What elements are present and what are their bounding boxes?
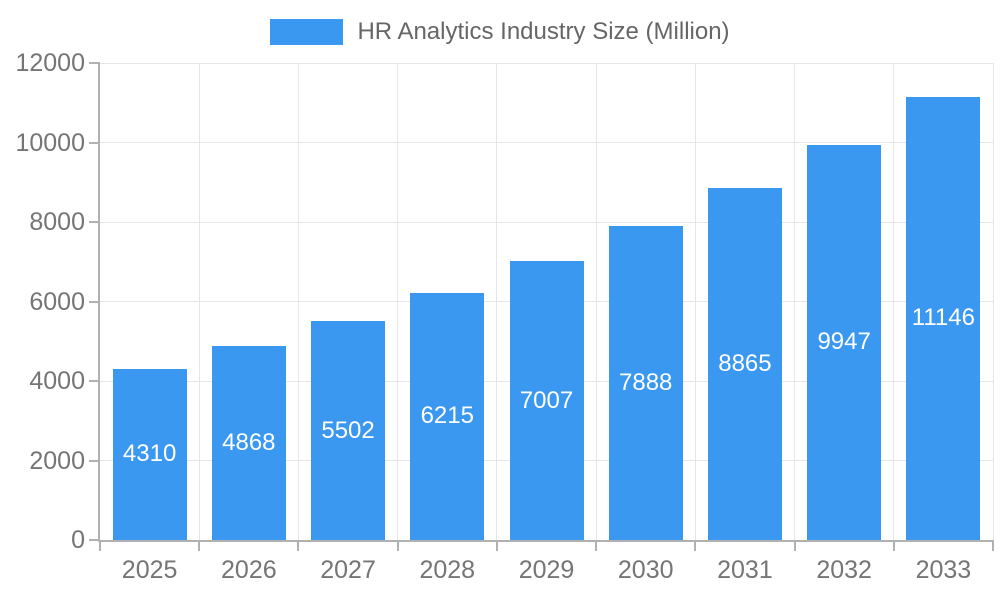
chart-legend: HR Analytics Industry Size (Million) xyxy=(0,18,1000,46)
y-tick-label: 12000 xyxy=(15,49,85,77)
y-tick-mark xyxy=(89,539,100,541)
bar: 4868 xyxy=(211,346,286,540)
bar-value-label: 11146 xyxy=(911,304,975,332)
y-tick-mark xyxy=(89,380,100,382)
x-grid-line xyxy=(992,63,994,540)
x-tick-label: 2025 xyxy=(121,556,178,584)
x-axis-line xyxy=(98,540,993,542)
bar: 5502 xyxy=(311,321,386,540)
x-grid-line xyxy=(198,63,200,540)
bar-value-label: 8865 xyxy=(718,349,772,377)
bar: 8865 xyxy=(707,187,782,540)
bar: 11146 xyxy=(906,96,981,540)
x-tick-label: 2026 xyxy=(221,556,277,584)
y-grid-line xyxy=(100,221,993,223)
bar: 7888 xyxy=(608,226,683,540)
x-tick-mark xyxy=(99,540,101,551)
y-tick-mark xyxy=(89,221,100,223)
x-grid-line xyxy=(496,63,498,540)
y-grid-line xyxy=(100,142,993,143)
x-grid-line xyxy=(297,63,299,540)
bar-value-label: 7888 xyxy=(619,369,673,397)
y-tick-mark xyxy=(89,300,100,303)
y-axis-line xyxy=(98,63,100,540)
x-grid-line xyxy=(694,63,696,540)
bar-value-label: 4310 xyxy=(122,440,177,468)
y-grid-line xyxy=(100,62,993,64)
x-tick-label: 2033 xyxy=(915,556,972,584)
x-tick-label: 2030 xyxy=(617,556,674,584)
y-tick-label: 10000 xyxy=(15,128,85,157)
bar-value-label: 6215 xyxy=(420,402,474,430)
bar: 7007 xyxy=(509,261,584,540)
legend-label: HR Analytics Industry Size (Million) xyxy=(357,18,730,45)
bar: 4310 xyxy=(112,368,187,540)
y-tick-mark xyxy=(89,62,100,64)
bar-value-label: 5502 xyxy=(321,416,375,444)
x-tick-label: 2032 xyxy=(816,556,872,584)
x-tick-mark xyxy=(495,540,498,551)
bar-value-label: 7007 xyxy=(519,386,574,414)
x-tick-label: 2027 xyxy=(320,556,376,584)
x-tick-label: 2029 xyxy=(518,556,575,584)
x-tick-mark xyxy=(595,540,598,551)
y-tick-label: 2000 xyxy=(29,446,85,475)
y-tick-label: 8000 xyxy=(29,208,85,236)
y-tick-label: 0 xyxy=(71,526,85,554)
x-tick-mark xyxy=(694,540,697,551)
x-grid-line xyxy=(794,63,796,540)
bar-value-label: 4868 xyxy=(222,429,276,457)
bar: 6215 xyxy=(410,292,485,540)
x-grid-line xyxy=(397,63,399,540)
x-tick-mark xyxy=(297,540,300,551)
y-tick-label: 6000 xyxy=(29,287,85,316)
bar: 9947 xyxy=(807,144,882,540)
y-tick-mark xyxy=(89,459,100,462)
x-tick-mark xyxy=(198,540,201,551)
x-tick-mark xyxy=(892,540,895,551)
x-grid-line xyxy=(595,63,597,540)
legend-swatch xyxy=(270,19,344,45)
x-tick-mark xyxy=(992,540,994,551)
x-grid-line xyxy=(893,63,895,540)
bar-value-label: 9947 xyxy=(817,328,871,356)
y-tick-label: 4000 xyxy=(29,367,85,395)
x-tick-mark xyxy=(396,540,399,551)
y-tick-mark xyxy=(89,141,100,144)
x-tick-label: 2028 xyxy=(419,556,476,584)
x-tick-label: 2031 xyxy=(717,556,773,584)
x-tick-mark xyxy=(793,540,796,551)
